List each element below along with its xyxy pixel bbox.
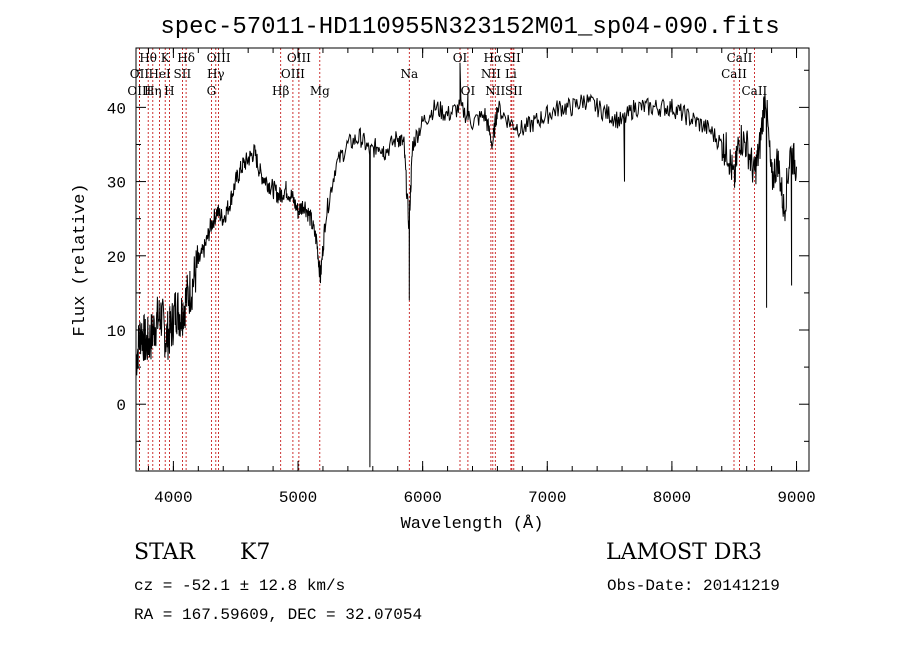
line-marker-label: OI	[453, 51, 468, 65]
x-tick-label: 4000	[154, 489, 192, 507]
line-marker-label: G	[207, 84, 217, 98]
x-tick-label: 5000	[279, 489, 317, 507]
line-marker-label: SII	[174, 67, 192, 81]
line-marker-label: H	[164, 84, 174, 98]
plot-frame	[135, 47, 810, 472]
y-tick-label: 20	[107, 249, 126, 267]
line-marker-label: CaII	[727, 51, 753, 65]
line-marker-label: NII	[481, 67, 501, 81]
line-marker-label: OIII	[207, 51, 231, 65]
observation-date: Obs-Date: 20141219	[607, 577, 780, 595]
object-class: STAR	[134, 540, 196, 565]
x-axis-ticks: 4000 5000 6000 7000 8000 9000	[147, 48, 816, 507]
line-marker-label: CaII	[721, 67, 747, 81]
line-marker-label: Hβ	[272, 84, 289, 98]
line-marker-label: Hγ	[207, 67, 225, 81]
survey-name: LAMOST DR3	[606, 540, 762, 565]
line-marker-label: Hη	[144, 84, 162, 98]
y-tick-label: 40	[107, 100, 126, 118]
object-subclass: K7	[240, 540, 270, 565]
spectrum-line	[135, 62, 797, 468]
line-marker-label: OII	[130, 67, 150, 81]
line-marker-label: OI	[461, 84, 476, 98]
line-marker-label: OIII	[287, 51, 311, 65]
line-marker-label: NII	[485, 84, 505, 98]
line-marker-label: Mg	[310, 84, 330, 98]
line-marker-label: Na	[400, 67, 418, 81]
line-marker-label: CaII	[741, 84, 767, 98]
y-tick-label: 10	[107, 323, 126, 341]
line-marker-label: OIII	[281, 67, 305, 81]
line-marker-label: SII	[503, 51, 521, 65]
y-tick-label: 30	[107, 175, 126, 193]
line-label-layer: Hθ OII OIII K HeI Hη H Hδ SII OIII Hγ G OIII OIII Hβ Mg…	[127, 51, 767, 98]
x-tick-label: 8000	[653, 489, 691, 507]
x-tick-label: 6000	[403, 489, 441, 507]
coordinates-info: RA = 167.59609, DEC = 32.07054	[134, 606, 422, 624]
line-marker-label: Hα	[484, 51, 503, 65]
line-marker-label: K	[161, 51, 171, 65]
x-axis-label: Wavelength (Å)	[401, 515, 544, 534]
redshift-info: cz = -52.1 ± 12.8 km/s	[134, 577, 345, 595]
y-axis-label: Flux (relative)	[71, 183, 90, 336]
line-marker-label: Li	[505, 67, 517, 81]
chart-title: spec-57011-HD110955N323152M01_sp04-090.f…	[160, 14, 779, 41]
line-marker-layer	[138, 48, 755, 471]
line-marker-label: SII	[505, 84, 523, 98]
line-marker-label: HeI	[148, 67, 171, 81]
y-axis-ticks: 0 10 20 30 40	[107, 69, 809, 442]
line-marker-label: Hθ	[139, 51, 157, 65]
plot-area: Hθ OII OIII K HeI Hη H Hδ SII OIII Hγ G OIII OIII Hβ Mg…	[127, 47, 810, 472]
x-tick-label: 7000	[528, 489, 566, 507]
x-tick-label: 9000	[777, 489, 815, 507]
line-marker-label: OIII	[127, 84, 151, 98]
line-marker-label: Hδ	[177, 51, 195, 65]
y-tick-label: 0	[116, 397, 126, 415]
